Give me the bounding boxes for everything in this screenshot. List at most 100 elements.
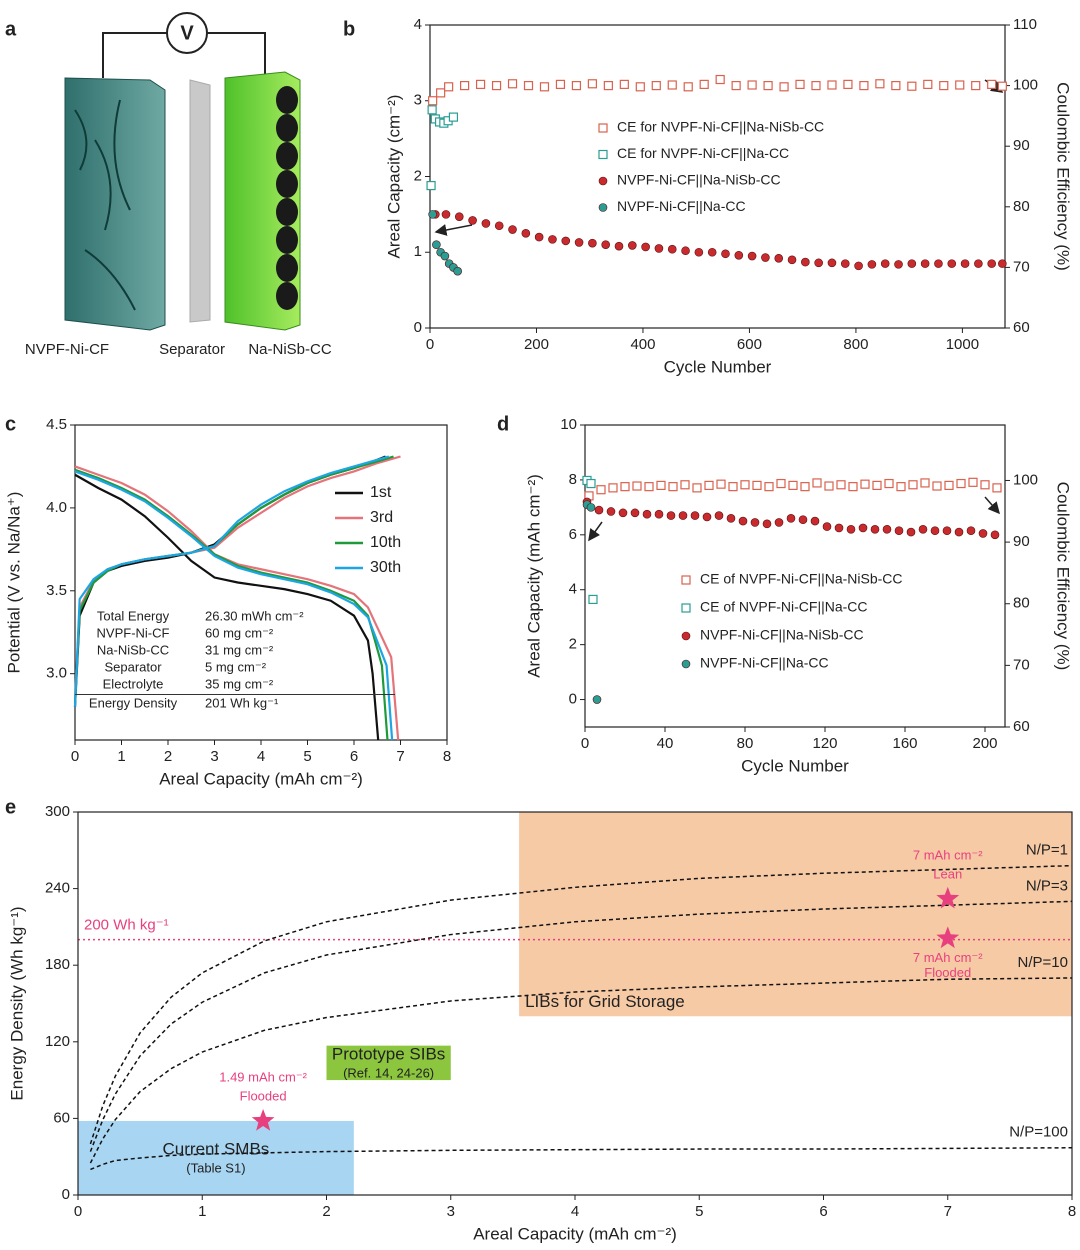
y2-tick-label: 70 bbox=[1013, 258, 1030, 275]
panel-letter: a bbox=[5, 18, 17, 40]
circle-marker bbox=[667, 244, 677, 254]
circle-marker bbox=[690, 511, 700, 520]
circle-marker bbox=[574, 238, 584, 247]
table-value: 201 Wh kg⁻¹ bbox=[205, 695, 279, 710]
x-tick-label: 6 bbox=[819, 1203, 827, 1220]
circle-marker bbox=[834, 523, 844, 533]
circle-marker bbox=[432, 240, 441, 249]
circle-marker bbox=[840, 259, 850, 268]
cathode bbox=[64, 77, 166, 331]
square-marker bbox=[539, 82, 550, 92]
x-tick-label: 5 bbox=[303, 748, 311, 765]
square-marker bbox=[427, 105, 437, 115]
circle-marker bbox=[954, 527, 964, 537]
circle-marker bbox=[987, 259, 996, 268]
y-tick-label: 3.0 bbox=[46, 665, 67, 682]
y-tick-label: 3 bbox=[414, 92, 422, 109]
circle-marker bbox=[734, 250, 744, 260]
square-marker bbox=[731, 80, 741, 91]
circle-marker bbox=[906, 527, 916, 537]
square-marker bbox=[848, 482, 858, 492]
series-label: N/P=10 bbox=[1018, 954, 1068, 971]
square-marker bbox=[632, 481, 642, 491]
circle-marker bbox=[714, 511, 724, 520]
circle-marker bbox=[606, 507, 616, 516]
square-marker bbox=[907, 81, 917, 91]
square-marker bbox=[884, 478, 894, 489]
legend-label: NVPF-Ni-CF||Na-NiSb-CC bbox=[700, 627, 864, 643]
star-point bbox=[251, 1109, 275, 1131]
wire bbox=[207, 32, 266, 78]
square-marker bbox=[859, 80, 869, 91]
square-marker bbox=[681, 575, 691, 585]
point-label: 7 mAh cm⁻² bbox=[913, 950, 983, 965]
square-marker bbox=[586, 478, 596, 489]
square-marker bbox=[507, 79, 518, 89]
circle-marker bbox=[702, 512, 712, 522]
circle-marker bbox=[787, 255, 797, 265]
star-point bbox=[936, 886, 960, 909]
circle-marker bbox=[738, 516, 748, 526]
square-marker bbox=[891, 80, 901, 91]
circle-marker bbox=[822, 522, 832, 531]
y-tick-label: 180 bbox=[45, 956, 70, 973]
circle-marker bbox=[654, 244, 664, 253]
wire bbox=[102, 32, 167, 78]
y-tick-label: 0 bbox=[569, 691, 577, 708]
x-tick-label: 0 bbox=[581, 735, 589, 752]
square-marker bbox=[955, 80, 965, 90]
x-tick-label: 400 bbox=[630, 336, 655, 353]
circle-marker bbox=[990, 530, 1000, 540]
circle-marker bbox=[747, 251, 757, 261]
y-tick-label: 4.0 bbox=[46, 499, 67, 516]
circle-marker bbox=[440, 251, 450, 261]
region bbox=[519, 812, 1072, 1017]
circle-marker bbox=[642, 509, 652, 519]
curve bbox=[89, 864, 1073, 1145]
table-label: Energy Density bbox=[89, 695, 178, 710]
region-sublabel: (Ref. 14, 24-26) bbox=[343, 1065, 434, 1080]
circle-marker bbox=[918, 525, 928, 534]
circle-marker bbox=[468, 216, 477, 225]
x-tick-label: 0 bbox=[71, 748, 79, 765]
arrow bbox=[588, 521, 603, 542]
series-label: N/P=1 bbox=[1026, 842, 1068, 859]
square-marker bbox=[692, 483, 702, 493]
square-marker bbox=[939, 80, 949, 91]
circle-marker bbox=[798, 515, 808, 525]
curve bbox=[89, 900, 1073, 1152]
table-label: Na-NiSb-CC bbox=[97, 642, 169, 657]
square-marker bbox=[683, 82, 693, 92]
panel-letter: c bbox=[5, 413, 16, 435]
x-tick-label: 40 bbox=[657, 735, 674, 752]
circle-marker bbox=[894, 526, 904, 536]
circle-marker bbox=[481, 219, 491, 228]
circle-marker bbox=[598, 176, 608, 186]
square-marker bbox=[843, 79, 853, 89]
legend-label: NVPF-Ni-CF||Na-NiSb-CC bbox=[617, 172, 781, 188]
circle-marker bbox=[942, 526, 952, 536]
panel-letter: e bbox=[5, 796, 16, 818]
y2-tick-label: 60 bbox=[1013, 718, 1030, 735]
x-tick-label: 8 bbox=[443, 748, 451, 765]
square-marker bbox=[428, 96, 438, 106]
square-marker bbox=[811, 80, 821, 91]
circle-marker bbox=[814, 258, 823, 268]
circle-marker bbox=[508, 225, 517, 234]
y2-axis-label: Coulombic Efficiency (%) bbox=[1054, 82, 1073, 271]
table-label: Separator bbox=[104, 659, 162, 674]
square-marker bbox=[875, 79, 885, 89]
circle-marker bbox=[681, 631, 691, 641]
circle-marker bbox=[618, 508, 628, 518]
table-value: 31 mg cm⁻² bbox=[205, 642, 274, 657]
square-marker bbox=[763, 80, 773, 91]
square-marker bbox=[680, 480, 690, 490]
circle-marker bbox=[721, 249, 730, 259]
square-marker bbox=[923, 79, 933, 89]
table-value: 26.30 mWh cm⁻² bbox=[205, 608, 304, 623]
x-tick-label: 8 bbox=[1068, 1203, 1076, 1220]
y-tick-label: 240 bbox=[45, 880, 70, 897]
circle-marker bbox=[548, 235, 557, 244]
circle-marker bbox=[601, 240, 610, 249]
y-tick-label: 2 bbox=[414, 167, 422, 184]
